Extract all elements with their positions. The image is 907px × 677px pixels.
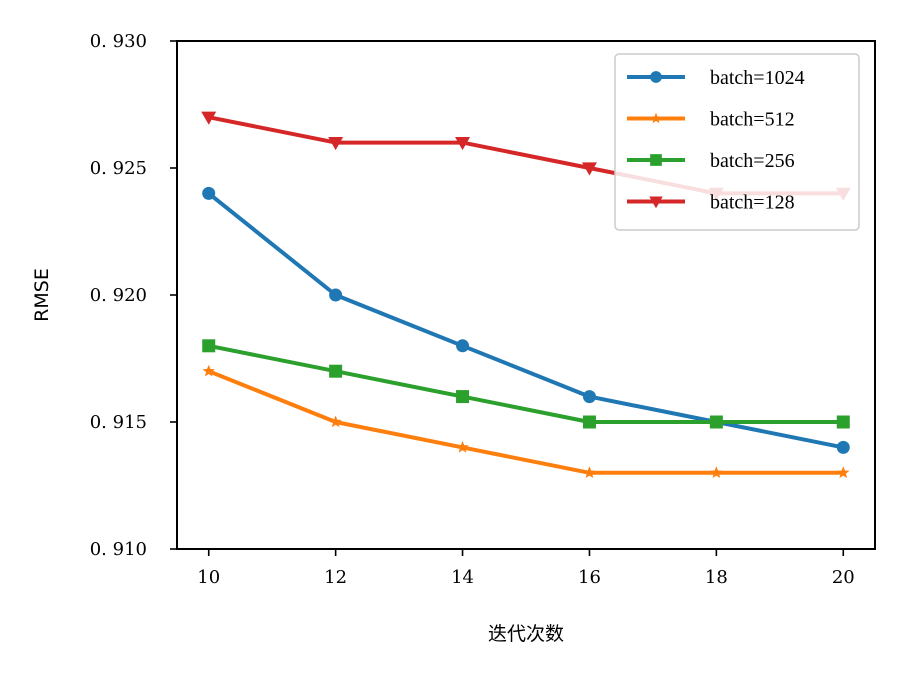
legend: batch=1024 batch=512 batch=256 batch=128 — [614, 53, 860, 231]
data-point — [837, 466, 850, 479]
data-point — [456, 339, 470, 353]
y-tick-label: 0. 920 — [90, 285, 147, 306]
legend-label: batch=128 — [710, 192, 795, 214]
x-tick-label: 16 — [578, 567, 601, 588]
y-tick-label: 0. 910 — [90, 539, 147, 560]
legend-box — [614, 53, 860, 231]
series-line — [207, 191, 844, 450]
data-point — [456, 390, 470, 404]
legend-item: batch=512 — [627, 109, 795, 131]
data-point — [581, 162, 597, 176]
x-tick-label: 14 — [451, 567, 474, 588]
legend-item: batch=128 — [627, 192, 795, 214]
data-point — [201, 111, 217, 125]
data-point — [202, 339, 216, 353]
data-point — [582, 415, 596, 429]
x-tick-label: 20 — [832, 567, 855, 588]
x-tick-label: 18 — [705, 567, 728, 588]
series-layer — [201, 111, 851, 479]
data-point — [583, 466, 596, 479]
series-line — [208, 343, 844, 424]
data-point — [202, 186, 216, 200]
legend-marker — [649, 196, 663, 209]
legend-marker — [650, 154, 662, 166]
data-point — [455, 136, 471, 151]
data-point — [836, 440, 850, 454]
data-point — [582, 390, 596, 404]
data-point — [329, 288, 343, 302]
legend-label: batch=256 — [710, 150, 795, 172]
legend-marker — [650, 71, 662, 83]
x-tick-label: 10 — [197, 567, 220, 588]
data-point — [202, 364, 215, 377]
y-axis-label: RMSE — [31, 268, 53, 322]
series-line — [207, 369, 844, 475]
x-axis-label: 迭代次数 — [488, 623, 564, 645]
legend-label: batch=512 — [710, 109, 795, 131]
data-point — [709, 415, 723, 429]
y-tick-label: 0. 925 — [90, 158, 147, 179]
legend-label: batch=1024 — [710, 67, 805, 89]
data-point — [710, 466, 723, 479]
y-tick-label: 0. 930 — [90, 31, 147, 52]
legend-marker — [650, 112, 662, 124]
ticks-layer: 10 12 14 16 18 20 0. 910 0. 915 0. 920 0. 925 0. 9… — [90, 31, 855, 588]
data-point — [329, 364, 343, 378]
data-point — [328, 136, 344, 151]
series-batch-1024 — [202, 186, 850, 454]
data-point — [836, 415, 850, 429]
data-point — [456, 440, 469, 453]
series-batch-512 — [202, 364, 850, 479]
legend-item: batch=256 — [627, 150, 795, 172]
x-tick-label: 12 — [324, 567, 347, 588]
legend-item: batch=1024 — [627, 67, 805, 89]
y-tick-label: 0. 915 — [90, 412, 147, 433]
series-batch-256 — [202, 339, 850, 429]
data-point — [329, 415, 342, 428]
